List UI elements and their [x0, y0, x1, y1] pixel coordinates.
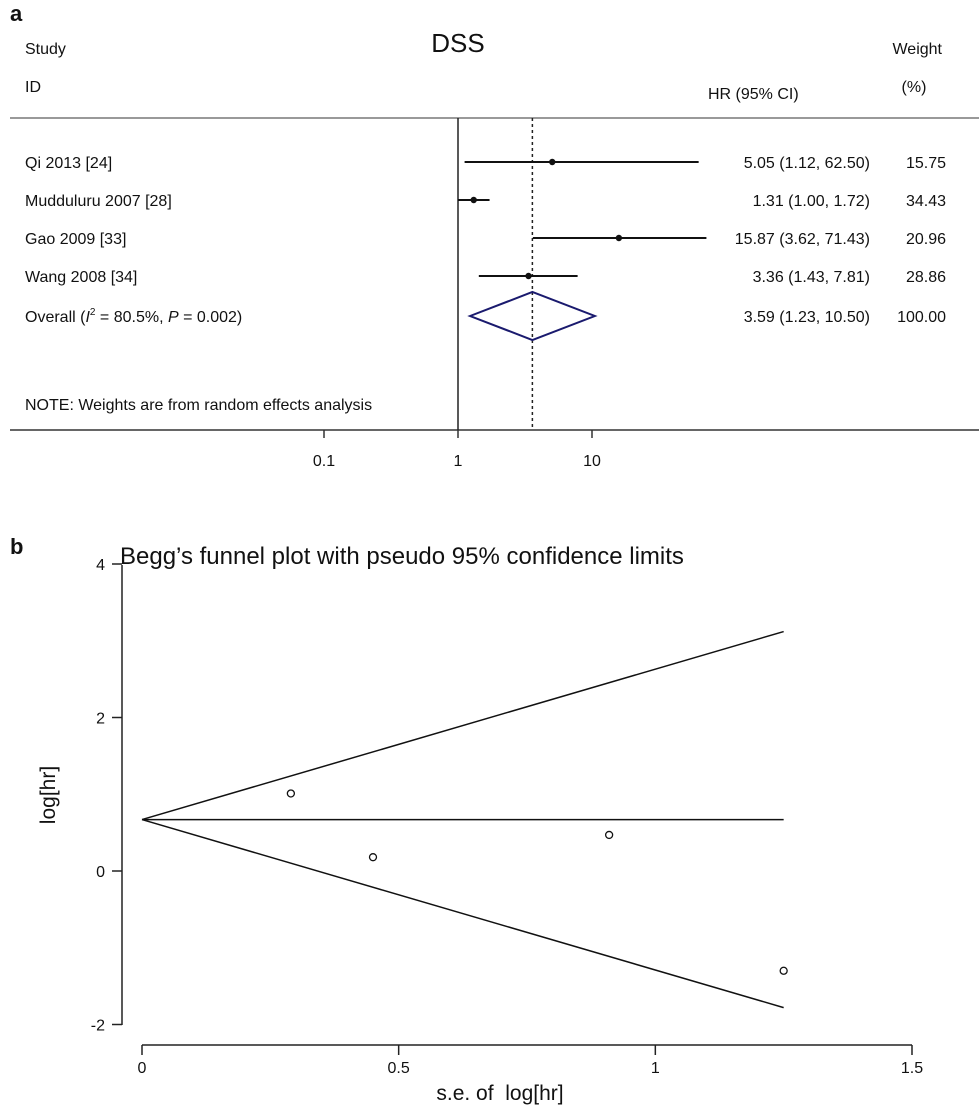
funnel-y-tick-label: -2: [91, 1018, 105, 1035]
funnel-y-ticks: -2 0 2 4: [91, 557, 122, 1035]
forest-plot-panel: a DSS Study ID HR (95% CI) Weight (%) Qi…: [10, 1, 979, 470]
overall-diamond: [467, 290, 598, 342]
overall-hr-ci: 3.59 (1.23, 10.50): [744, 309, 870, 326]
funnel-x-ticks: 0 0.5 1 1.5: [138, 1045, 923, 1077]
forest-x-ticks: 0.1 1 10: [313, 430, 601, 470]
forest-tick-label: 10: [583, 453, 601, 470]
funnel-points: [286, 789, 788, 975]
funnel-x-tick-label: 0: [138, 1060, 147, 1077]
study-label: Gao 2009 [33]: [25, 231, 126, 248]
forest-plot-title: DSS: [431, 28, 484, 58]
weights-note: NOTE: Weights are from random effects an…: [25, 397, 372, 414]
study-label: Mudduluru 2007 [28]: [25, 193, 172, 210]
study-point-estimate: [549, 158, 556, 166]
upper-confidence-limit: [141, 630, 784, 821]
study-weight: 15.75: [906, 155, 946, 172]
funnel-y-tick-label: 2: [96, 711, 105, 728]
study-hr-ci: 3.36 (1.43, 7.81): [753, 269, 870, 286]
header-hr-ci: HR (95% CI): [708, 86, 799, 103]
header-weight-unit: (%): [902, 79, 927, 96]
funnel-x-tick-label: 0.5: [388, 1060, 410, 1077]
funnel-y-tick-label: 4: [96, 557, 105, 574]
study-scatter-point: [286, 789, 296, 798]
header-id: ID: [25, 79, 41, 96]
study-hr-ci: 1.31 (1.00, 1.72): [753, 193, 870, 210]
study-scatter-point: [779, 966, 788, 975]
study-scatter-point: [368, 853, 378, 862]
study-scatter-point: [604, 830, 614, 840]
funnel-y-axis-label: log[hr]: [37, 766, 60, 824]
study-weight: 34.43: [906, 193, 946, 210]
funnel-plot-panel: b Begg’s funnel plot with pseudo 95% con…: [10, 534, 923, 1105]
funnel-plot-title: Begg’s funnel plot with pseudo 95% confi…: [120, 543, 684, 570]
forest-tick-label: 1: [454, 453, 463, 470]
overall-weight: 100.00: [897, 309, 946, 326]
panel-a-label: a: [10, 1, 23, 26]
study-point-estimate: [615, 234, 623, 242]
study-label: Wang 2008 [34]: [25, 269, 137, 286]
study-point-estimate: [525, 272, 532, 280]
overall-label: Overall (I2 = 80.5%, P = 0.002): [25, 307, 242, 326]
header-study: Study: [25, 41, 66, 58]
study-weight: 28.86: [906, 269, 946, 286]
study-hr-ci: 5.05 (1.12, 62.50): [744, 155, 870, 172]
header-weight: Weight: [892, 41, 942, 58]
forest-tick-label: 0.1: [313, 453, 335, 470]
funnel-x-tick-label: 1.5: [901, 1060, 923, 1077]
forest-rows: Qi 2013 [24] 5.05 (1.12, 62.50) 15.75 Muddu…: [25, 155, 946, 342]
funnel-x-tick-label: 1: [651, 1060, 660, 1077]
study-hr-ci: 15.87 (3.62, 71.43): [735, 231, 870, 248]
panel-b-label: b: [10, 534, 23, 559]
study-weight: 20.96: [906, 231, 946, 248]
funnel-limit-lines: [141, 630, 784, 1009]
funnel-y-tick-label: 0: [96, 864, 105, 881]
study-point-estimate: [470, 196, 477, 204]
lower-confidence-limit: [141, 818, 784, 1009]
study-label: Qi 2013 [24]: [25, 155, 112, 172]
funnel-x-axis-label: s.e. of log[hr]: [436, 1082, 563, 1105]
